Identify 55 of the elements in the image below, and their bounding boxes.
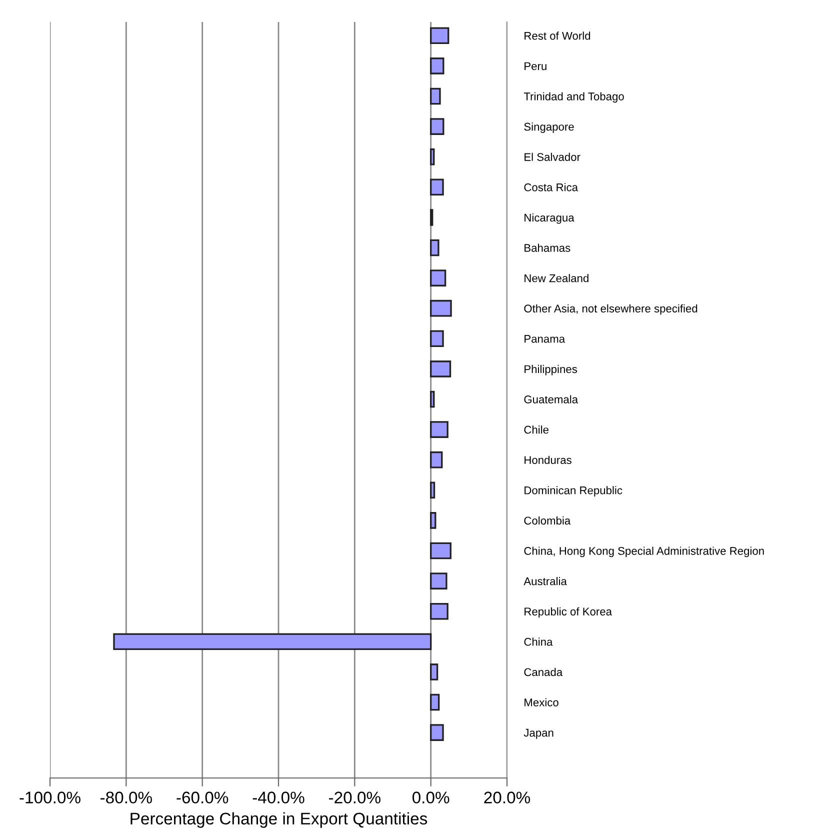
y-tick-label: Panama	[524, 335, 566, 343]
bar	[430, 482, 436, 499]
bar	[430, 360, 452, 378]
y-tick-label: China, Hong Kong Special Administrative Region	[524, 546, 764, 558]
y-tick-label: Honduras	[524, 456, 572, 464]
x-tick-label: 0.0%	[412, 792, 450, 804]
x-tick-label: -20.0%	[329, 792, 380, 804]
y-tick-label: Trinidad and Tobago	[524, 92, 624, 103]
bar	[430, 694, 440, 711]
bar	[430, 178, 444, 196]
y-tick-label: Nicaragua	[524, 213, 574, 224]
y-tick-label: Canada	[524, 668, 563, 676]
y-tick-label: Philippines	[524, 364, 578, 376]
bar	[430, 664, 438, 680]
x-tick-label: -100.0%	[20, 792, 80, 804]
x-tick-label: 20.0%	[484, 792, 530, 804]
y-tick-label: Mexico	[524, 698, 558, 706]
y-tick-label: Japan	[524, 728, 554, 739]
bar	[430, 239, 440, 256]
bar	[430, 390, 435, 408]
x-tick-label: -80.0%	[100, 792, 152, 804]
x-tick-label: -60.0%	[176, 792, 228, 804]
y-tick-label: Rest of World	[524, 32, 590, 40]
y-tick-label: China	[524, 638, 553, 646]
bar	[430, 300, 452, 317]
y-tick-label: Australia	[524, 577, 567, 586]
bar	[430, 572, 448, 590]
bar	[430, 118, 444, 135]
bar	[430, 512, 436, 529]
y-tick-label: El Salvador	[524, 152, 580, 161]
y-tick-label: Dominican Republic	[524, 486, 622, 496]
bar	[430, 602, 448, 620]
x-axis-title: Percentage Change in Export Quantities	[130, 812, 428, 828]
y-tick-label: Bahamas	[524, 244, 570, 252]
y-tick-label: Chile	[524, 426, 548, 434]
y-tick-label: Other Asia, not elsewhere specified	[524, 304, 698, 315]
bar	[430, 542, 452, 560]
bar	[430, 88, 441, 105]
y-tick-label: Colombia	[524, 516, 571, 525]
y-tick-label: Peru	[524, 62, 546, 70]
y-tick-label: Guatemala	[524, 395, 578, 404]
bar	[430, 148, 435, 166]
bar	[430, 58, 444, 74]
y-tick-label: Costa Rica	[524, 183, 578, 192]
bar	[430, 330, 444, 348]
bar	[113, 633, 432, 650]
bar	[430, 27, 450, 44]
y-tick-label: Republic of Korea	[524, 607, 612, 618]
bar	[430, 421, 448, 438]
x-tick-label: -40.0%	[252, 792, 304, 804]
y-tick-label: Singapore	[524, 122, 574, 133]
bar	[430, 270, 446, 286]
bar	[430, 724, 444, 741]
y-tick-label: New Zealand	[524, 274, 588, 282]
bar	[430, 451, 443, 468]
